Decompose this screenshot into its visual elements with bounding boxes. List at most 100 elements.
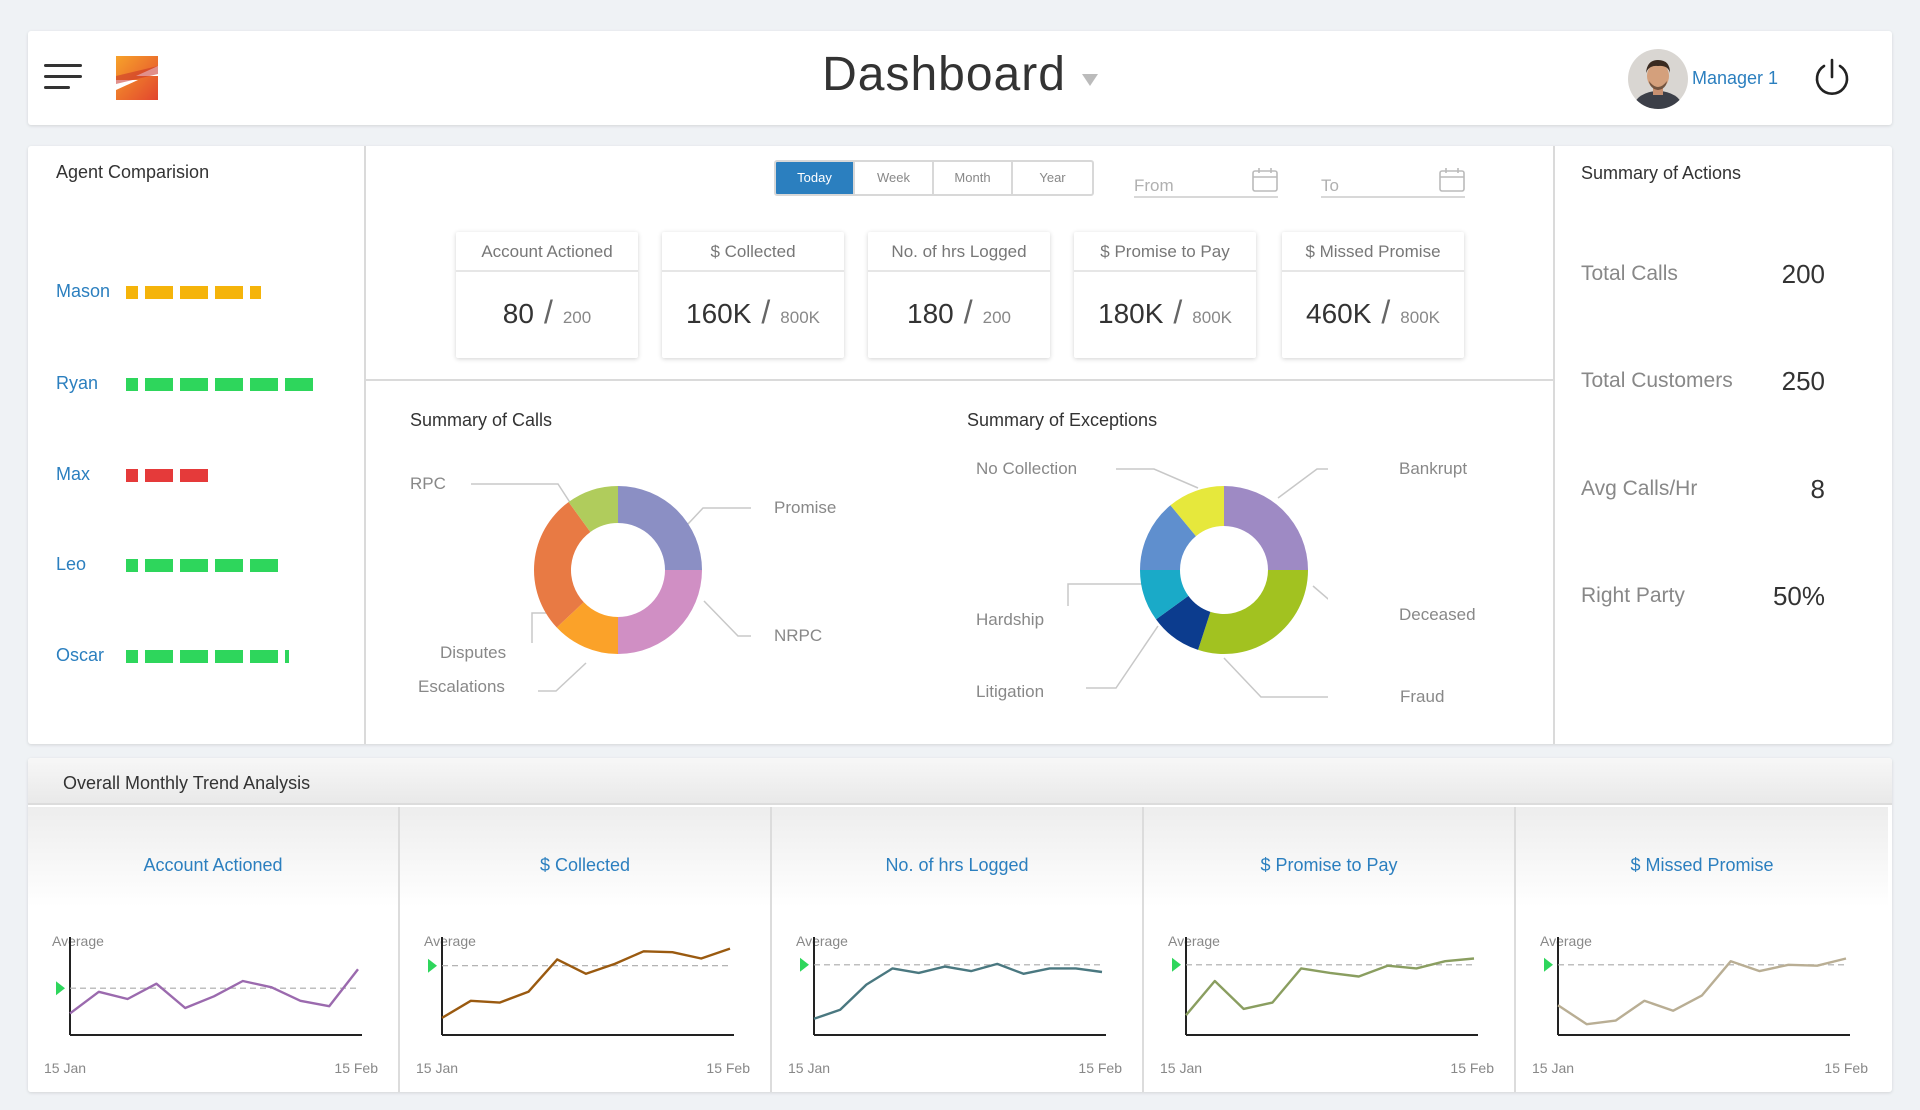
user-name-link[interactable]: Manager 1 <box>1692 68 1779 88</box>
kpi-card: No. of hrs Logged 180/200 <box>868 232 1050 358</box>
title-dropdown-icon[interactable] <box>1081 73 1098 86</box>
calendar-icon[interactable] <box>1252 168 1278 192</box>
chart-label-litigation: Litigation <box>976 682 1045 701</box>
x-axis-end-label: 15 Feb <box>1450 1060 1494 1076</box>
agent-bar-segment <box>215 650 243 663</box>
x-axis-start-label: 15 Jan <box>44 1060 87 1076</box>
agent-bar-segment <box>126 286 138 299</box>
summary-value-total-calls: 200 <box>1781 259 1825 289</box>
trend-chart-title[interactable]: $ Promise to Pay <box>1260 855 1398 875</box>
calls-slice-rpc[interactable] <box>568 486 618 532</box>
tab-today[interactable]: Today <box>776 162 855 194</box>
summary-label-total-calls: Total Calls <box>1581 262 1678 285</box>
chart-label-escalations: Escalations <box>418 677 505 696</box>
agent-bar-segment <box>250 650 278 663</box>
main-panel: Agent Comparision Today Week Month Year … <box>28 146 1892 744</box>
summary-value-total-customers: 250 <box>1781 366 1825 396</box>
power-icon[interactable] <box>1812 57 1852 97</box>
to-date-field[interactable]: To <box>1321 158 1465 198</box>
average-label: Average <box>424 933 476 949</box>
exception-slice-deceased[interactable] <box>1198 570 1308 654</box>
trend-chart-card: $ Collected Average 15 Jan 15 Feb <box>400 807 772 1092</box>
exception-slice-fraud[interactable] <box>1156 595 1211 650</box>
kpi-label: $ Missed Promise <box>1282 232 1464 272</box>
kpi-value: 80 <box>502 298 534 329</box>
calls-slice-escalations[interactable] <box>556 602 618 654</box>
trend-chart-title[interactable]: $ Collected <box>539 855 631 875</box>
chart-label-deceased: Deceased <box>1399 605 1476 624</box>
agent-bar-segment <box>145 286 173 299</box>
user-avatar[interactable] <box>1628 49 1688 109</box>
x-axis-start-label: 15 Jan <box>1532 1060 1575 1076</box>
from-date-placeholder: From <box>1134 176 1174 195</box>
trend-line-chart <box>1544 937 1850 1036</box>
kpi-card: $ Collected 160K/800K <box>662 232 844 358</box>
agent-bar-segment <box>126 469 138 482</box>
calls-slice-disputes[interactable] <box>534 502 591 628</box>
agent-bar <box>126 378 313 391</box>
agent-name[interactable]: Leo <box>56 554 87 574</box>
summary-label-avg-calls-hr: Avg Calls/Hr <box>1581 477 1698 500</box>
agent-bar-segment <box>285 378 313 391</box>
agent-name[interactable]: Mason <box>56 281 111 301</box>
trend-chart-title[interactable]: No. of hrs Logged <box>885 855 1029 875</box>
tab-year[interactable]: Year <box>1039 170 1066 185</box>
calendar-icon[interactable] <box>1439 168 1465 192</box>
average-marker-icon <box>800 957 809 972</box>
agent-bar-segment <box>215 286 243 299</box>
tab-month[interactable]: Month <box>934 162 1013 194</box>
trend-series-line <box>1185 957 1475 1016</box>
x-axis-end-label: 15 Feb <box>1824 1060 1868 1076</box>
brand-logo-icon <box>114 54 160 107</box>
x-axis-end-label: 15 Feb <box>334 1060 378 1076</box>
agent-name[interactable]: Oscar <box>56 645 105 665</box>
chart-label-no-collection: No Collection <box>976 459 1078 478</box>
calls-slice-nrpc[interactable] <box>618 570 702 654</box>
chart-label-rpc: RPC <box>410 474 446 493</box>
chart-label-hardship: Hardship <box>976 610 1045 629</box>
trend-chart-title[interactable]: $ Missed Promise <box>1630 855 1774 875</box>
agent-name[interactable]: Max <box>56 464 91 484</box>
kpi-value: 160K <box>686 298 752 329</box>
divider <box>366 379 1553 381</box>
kpi-target: 800K <box>1192 308 1232 327</box>
to-date-placeholder: To <box>1321 176 1339 195</box>
agent-bar-segment <box>180 378 208 391</box>
agent-comparison-title: Agent Comparision <box>56 162 210 182</box>
kpi-label: Account Actioned <box>456 232 638 272</box>
exception-slice-hardship[interactable] <box>1140 505 1196 570</box>
trend-chart-title[interactable]: Account Actioned <box>143 855 283 875</box>
chart-label-fraud: Fraud <box>1400 687 1445 706</box>
divider <box>1553 146 1555 744</box>
exception-slice-litigation[interactable] <box>1140 570 1189 620</box>
agent-bar-segment <box>180 650 208 663</box>
from-date-field[interactable]: From <box>1134 158 1278 198</box>
kpi-value: 460K <box>1306 298 1372 329</box>
agent-bar-segment <box>180 286 208 299</box>
menu-icon[interactable] <box>44 64 82 90</box>
summary-of-calls-title: Summary of Calls <box>410 410 553 430</box>
trend-header: Overall Monthly Trend Analysis <box>28 758 1892 805</box>
period-tabs: Today Week Month Year <box>774 160 1094 196</box>
agent-bar-segment <box>126 559 138 572</box>
agent-bar-segment <box>285 650 289 663</box>
average-marker-icon <box>1172 957 1181 972</box>
kpi-label: $ Collected <box>662 232 844 272</box>
trend-chart-card: $ Missed Promise Average 15 Jan 15 Feb <box>1516 807 1888 1092</box>
agent-bar-segment <box>215 378 243 391</box>
agent-name[interactable]: Ryan <box>56 373 99 393</box>
chart-label-nrpc: NRPC <box>774 626 823 645</box>
tab-week[interactable]: Week <box>855 162 934 194</box>
calls-slice-promise[interactable] <box>618 486 702 570</box>
average-marker-icon <box>428 958 437 973</box>
x-axis-start-label: 15 Jan <box>1160 1060 1203 1076</box>
exception-slice-bankrupt[interactable] <box>1224 486 1308 570</box>
exception-slice-no-collection[interactable] <box>1170 486 1224 537</box>
trend-line-chart <box>428 937 734 1036</box>
divider <box>364 146 366 744</box>
summary-value-right-party: 50% <box>1772 581 1825 611</box>
agent-bar-segment <box>180 559 208 572</box>
agent-bar-segment <box>180 469 208 482</box>
trend-line-chart <box>800 937 1106 1036</box>
trend-series-line <box>69 968 359 1015</box>
